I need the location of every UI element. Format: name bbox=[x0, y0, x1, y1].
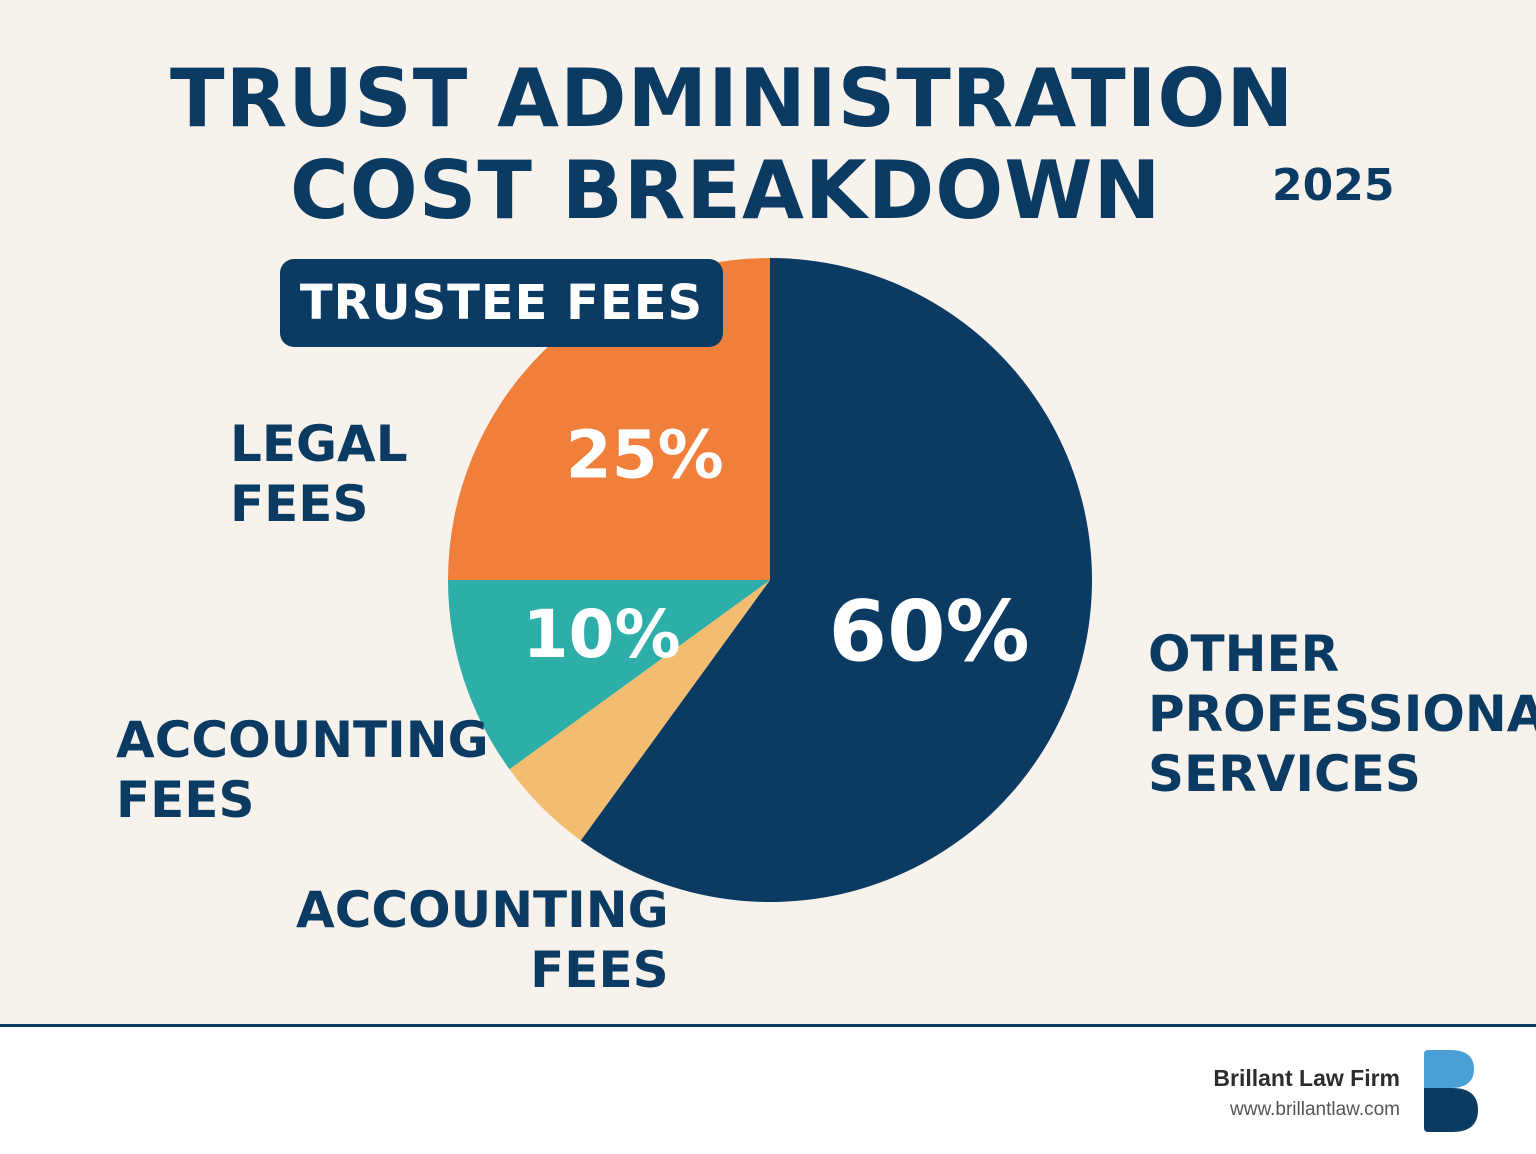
other-services-label-line-3: SERVICES bbox=[1148, 745, 1421, 803]
pie-slice-1 bbox=[509, 580, 770, 841]
accounting-fees-label-line-1: ACCOUNTING bbox=[116, 711, 489, 769]
pie-value-label-3: 25% bbox=[566, 416, 724, 493]
legal-fees-label-line-2: FEES bbox=[230, 475, 369, 533]
firm-url: www.brillantlaw.com bbox=[1230, 1099, 1400, 1120]
pie-value-labels: 60% 10% 25% bbox=[523, 416, 1030, 680]
pie-value-label-0: 60% bbox=[829, 583, 1030, 681]
accounting-fees-label: ACCOUNTING FEES bbox=[116, 710, 489, 830]
chart-title-line-2: COST BREAKDOWN bbox=[290, 144, 1162, 237]
pie-slice-0 bbox=[580, 258, 1093, 902]
pie-value-label-2: 10% bbox=[523, 596, 681, 673]
accounting-fees-bottom-label-line-2: FEES bbox=[530, 941, 669, 999]
accounting-fees-label-line-2: FEES bbox=[116, 771, 255, 829]
pie-slice-2 bbox=[448, 580, 770, 770]
chart-title-line-1: TRUST ADMINISTRATION bbox=[170, 52, 1295, 145]
firm-name: Brillant Law Firm bbox=[1213, 1065, 1400, 1091]
pie-chart: 60% 10% 25% bbox=[448, 258, 1093, 902]
b-logo-bottom-shape bbox=[1424, 1088, 1478, 1132]
footer-divider bbox=[0, 1024, 1536, 1027]
accounting-fees-bottom-label: ACCOUNTING FEES bbox=[296, 880, 669, 1000]
accounting-fees-bottom-label-line-1: ACCOUNTING bbox=[296, 881, 669, 939]
legal-fees-label: LEGAL FEES bbox=[230, 414, 408, 534]
pie-slices bbox=[448, 258, 1093, 902]
other-services-label-line-2: PROFESSIONAL bbox=[1148, 685, 1536, 743]
b-logo-icon bbox=[1424, 1050, 1478, 1132]
other-services-label-line-1: OTHER bbox=[1148, 625, 1340, 683]
chart-subtitle-year: 2025 bbox=[1272, 160, 1395, 211]
b-logo-top-shape bbox=[1424, 1050, 1474, 1088]
infographic-canvas: TRUST ADMINISTRATION COST BREAKDOWN 2025… bbox=[116, 52, 1536, 1000]
footer: Brillant Law Firm www.brillantlaw.com bbox=[0, 1027, 1536, 1154]
trustee-fees-badge: TRUSTEE FEES bbox=[280, 259, 723, 347]
other-professional-services-label: OTHER PROFESSIONAL SERVICES bbox=[1148, 624, 1536, 804]
legal-fees-label-line-1: LEGAL bbox=[230, 415, 408, 473]
